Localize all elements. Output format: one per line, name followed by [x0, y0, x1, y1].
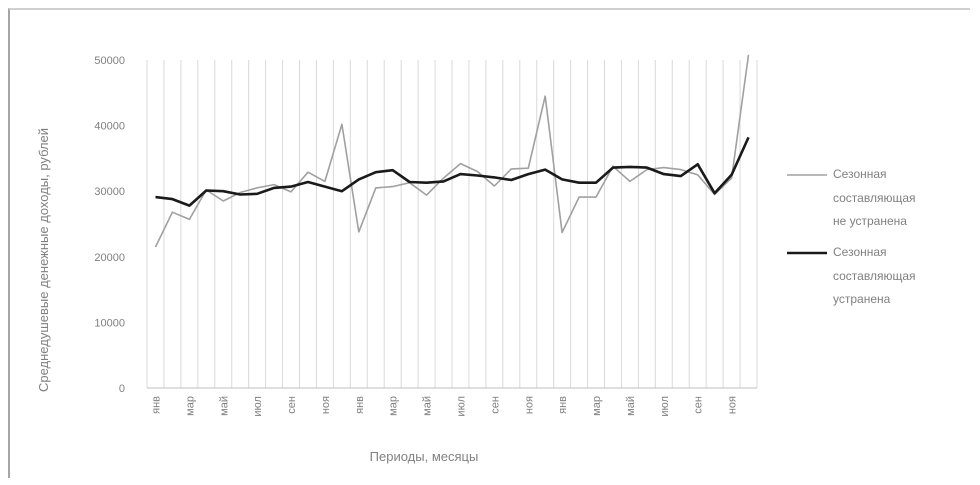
x-axis-title: Периоды, месяцы — [370, 449, 479, 464]
y-tick-label: 40000 — [94, 121, 125, 133]
x-tick-label: мар — [591, 396, 603, 416]
chart-frame: 0 10000 20000 30000 40000 50000 янв мар май июл се… — [8, 8, 970, 478]
x-tick-label: янв — [354, 396, 366, 414]
legend-label: не устранена — [833, 214, 907, 228]
x-tick-label: сен — [489, 396, 501, 414]
y-tick-label: 30000 — [94, 186, 125, 198]
x-tick-label: ноя — [727, 396, 739, 414]
legend-label: устранена — [833, 292, 891, 306]
x-tick-label: мар — [388, 396, 400, 416]
x-tick-label: сен — [693, 396, 705, 414]
y-tick-label: 0 — [119, 383, 125, 395]
legend: Сезонная составляющая не устранена Сезонная… — [787, 167, 916, 306]
legend-label: составляющая — [833, 269, 916, 283]
x-tick-label: янв — [150, 396, 162, 414]
legend-label: Сезонная — [833, 167, 887, 181]
axes: 0 10000 20000 30000 40000 50000 янв мар май июл се… — [94, 55, 757, 417]
line-chart: 0 10000 20000 30000 40000 50000 янв мар май июл се… — [36, 54, 916, 464]
x-tick-label: сен — [286, 396, 298, 414]
y-axis-title: Среднедушевые денежные доходы, рублей — [36, 128, 51, 392]
x-tick-label: май — [422, 396, 434, 416]
x-tick-label: май — [625, 396, 637, 416]
x-tick-label: июл — [455, 396, 467, 417]
x-tick-label: май — [218, 396, 230, 416]
x-tick-label: июл — [659, 396, 671, 417]
series-line-adjusted — [155, 136, 750, 207]
y-tick-label: 20000 — [94, 252, 125, 264]
x-tick-label: янв — [557, 396, 569, 414]
x-tick-label: мар — [184, 396, 196, 416]
y-tick-label: 50000 — [94, 55, 125, 67]
series-lines — [154, 54, 750, 248]
legend-label: составляющая — [833, 191, 916, 205]
y-tick-label: 10000 — [94, 317, 125, 329]
x-tick-label: ноя — [320, 396, 332, 414]
x-tick-label: ноя — [523, 396, 535, 414]
gridlines — [146, 60, 758, 388]
x-tick-label: июл — [252, 396, 264, 417]
legend-label: Сезонная — [833, 245, 887, 259]
